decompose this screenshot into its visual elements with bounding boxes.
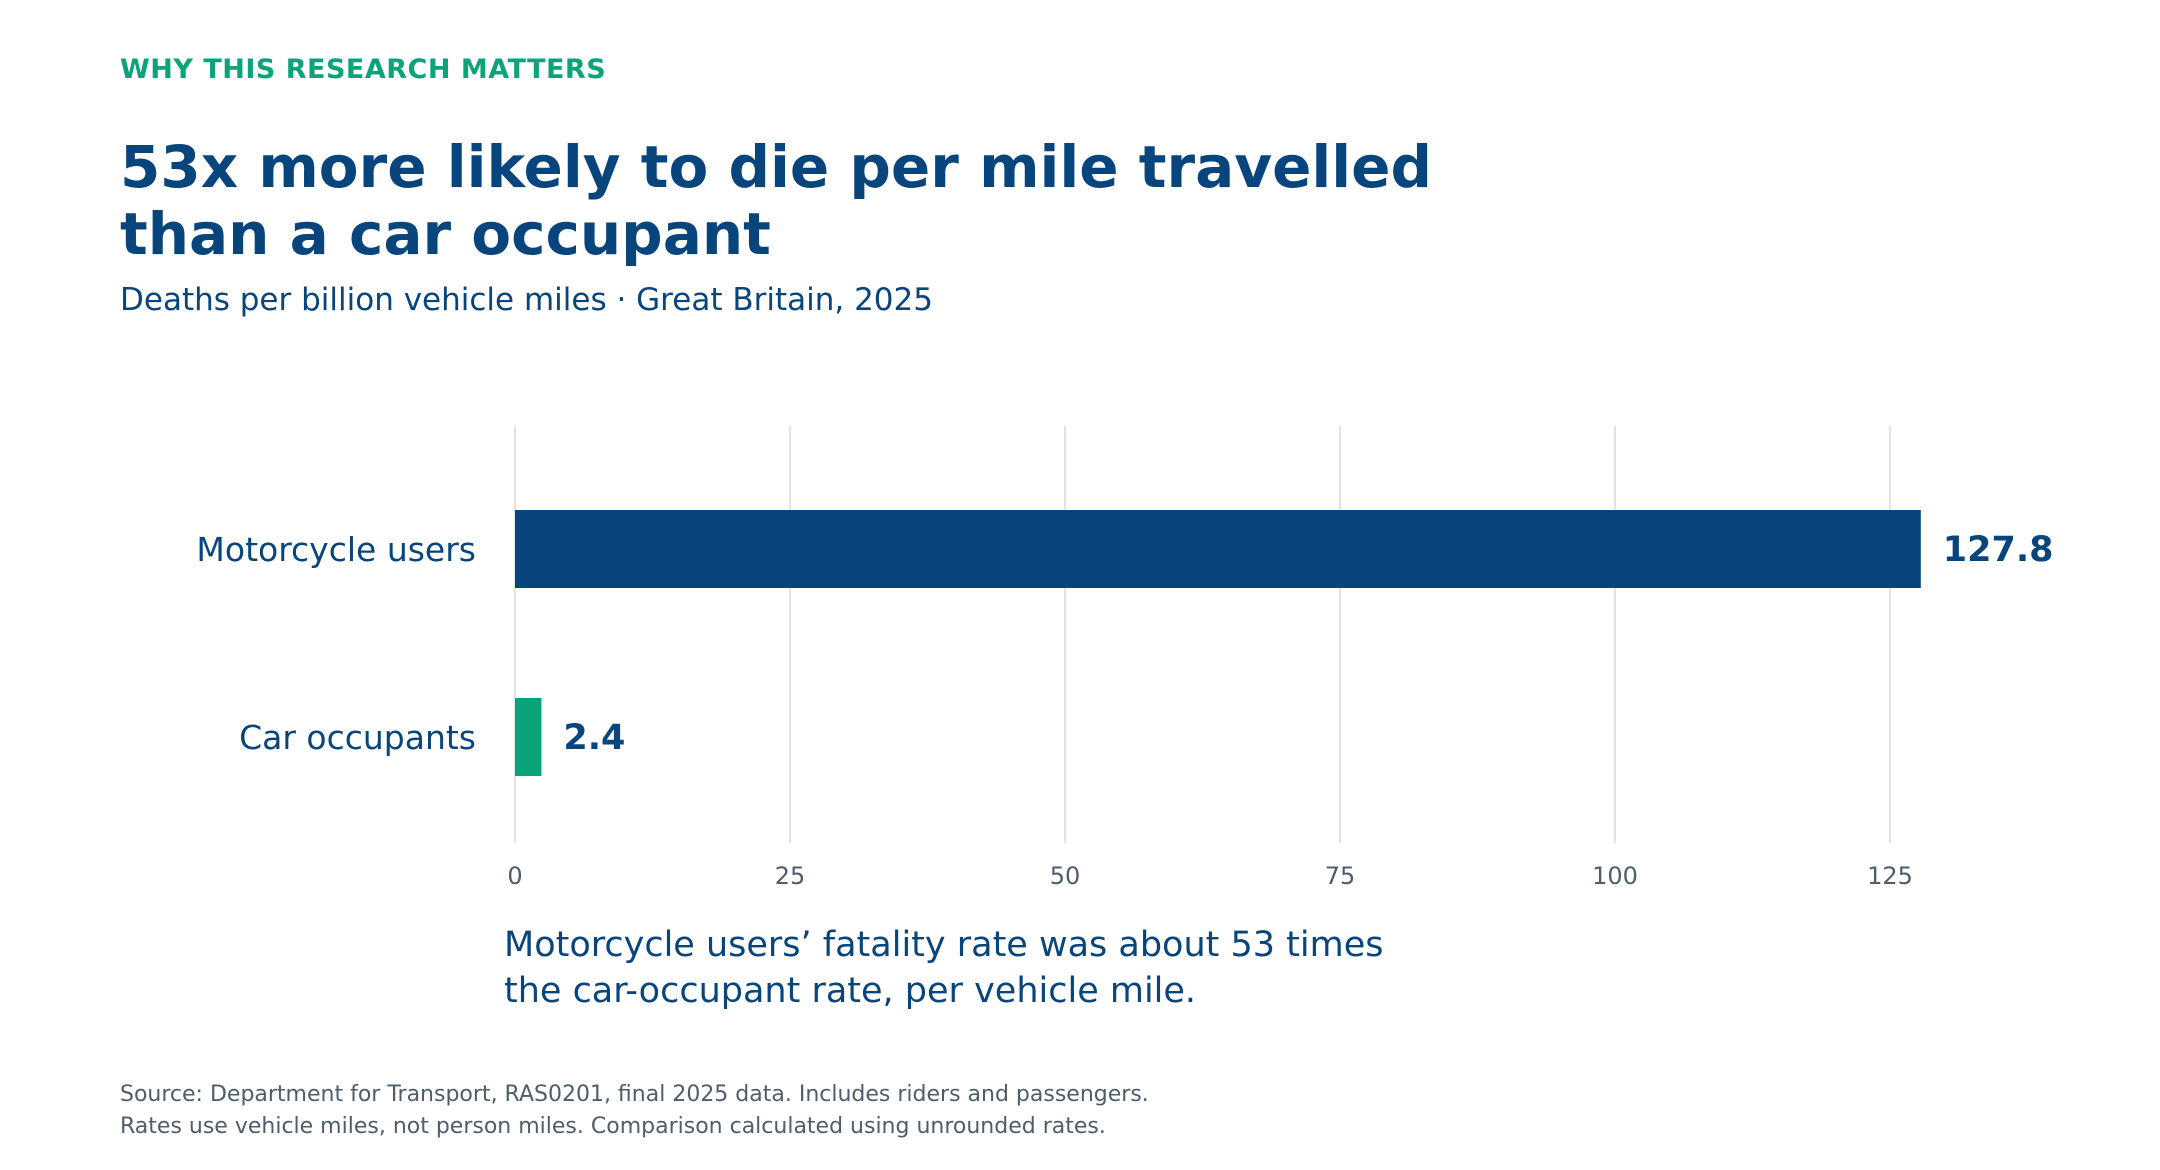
- value-label: 2.4: [563, 718, 625, 758]
- annotation-line-2: the car-occupant rate, per vehicle mile.: [504, 971, 1197, 1011]
- bars: [515, 510, 1921, 776]
- x-tick-label: 100: [1592, 862, 1638, 890]
- chart-title-line-2: than a car occupant: [120, 200, 771, 268]
- eyebrow-label: WHY THIS RESEARCH MATTERS: [120, 54, 607, 85]
- x-tick-label: 75: [1325, 862, 1356, 890]
- gridlines: [514, 426, 1891, 843]
- bar: [515, 698, 542, 776]
- x-tick-label: 0: [507, 862, 522, 890]
- category-label: Car occupants: [239, 718, 476, 757]
- x-tick-label: 25: [775, 862, 806, 890]
- x-tick-label: 50: [1050, 862, 1081, 890]
- value-label: 127.8: [1943, 530, 2054, 570]
- category-label: Motorcycle users: [196, 530, 476, 569]
- bar: [515, 510, 1921, 588]
- source-note: Source: Department for Transport, RAS020…: [120, 1079, 1520, 1143]
- bar-chart: 0 25 50 75 100 125 Motorcycle users 127.8 Car oc…: [196, 426, 2054, 890]
- chart-title-line-1: 53x more likely to die per mile travelle…: [120, 133, 1433, 201]
- chart-title: 53x more likely to die per mile travelle…: [120, 134, 1620, 268]
- chart-subtitle: Deaths per billion vehicle miles · Great…: [120, 282, 933, 318]
- x-tick-label: 125: [1867, 862, 1913, 890]
- chart-annotation: Motorcycle users’ fatality rate was abou…: [504, 922, 1504, 1014]
- source-line-1: Source: Department for Transport, RAS020…: [120, 1082, 1149, 1107]
- labels: 0 25 50 75 100 125 Motorcycle users 127.8 Car oc…: [196, 530, 2053, 890]
- annotation-line-1: Motorcycle users’ fatality rate was abou…: [504, 925, 1384, 965]
- source-line-2: Rates use vehicle miles, not person mile…: [120, 1114, 1106, 1139]
